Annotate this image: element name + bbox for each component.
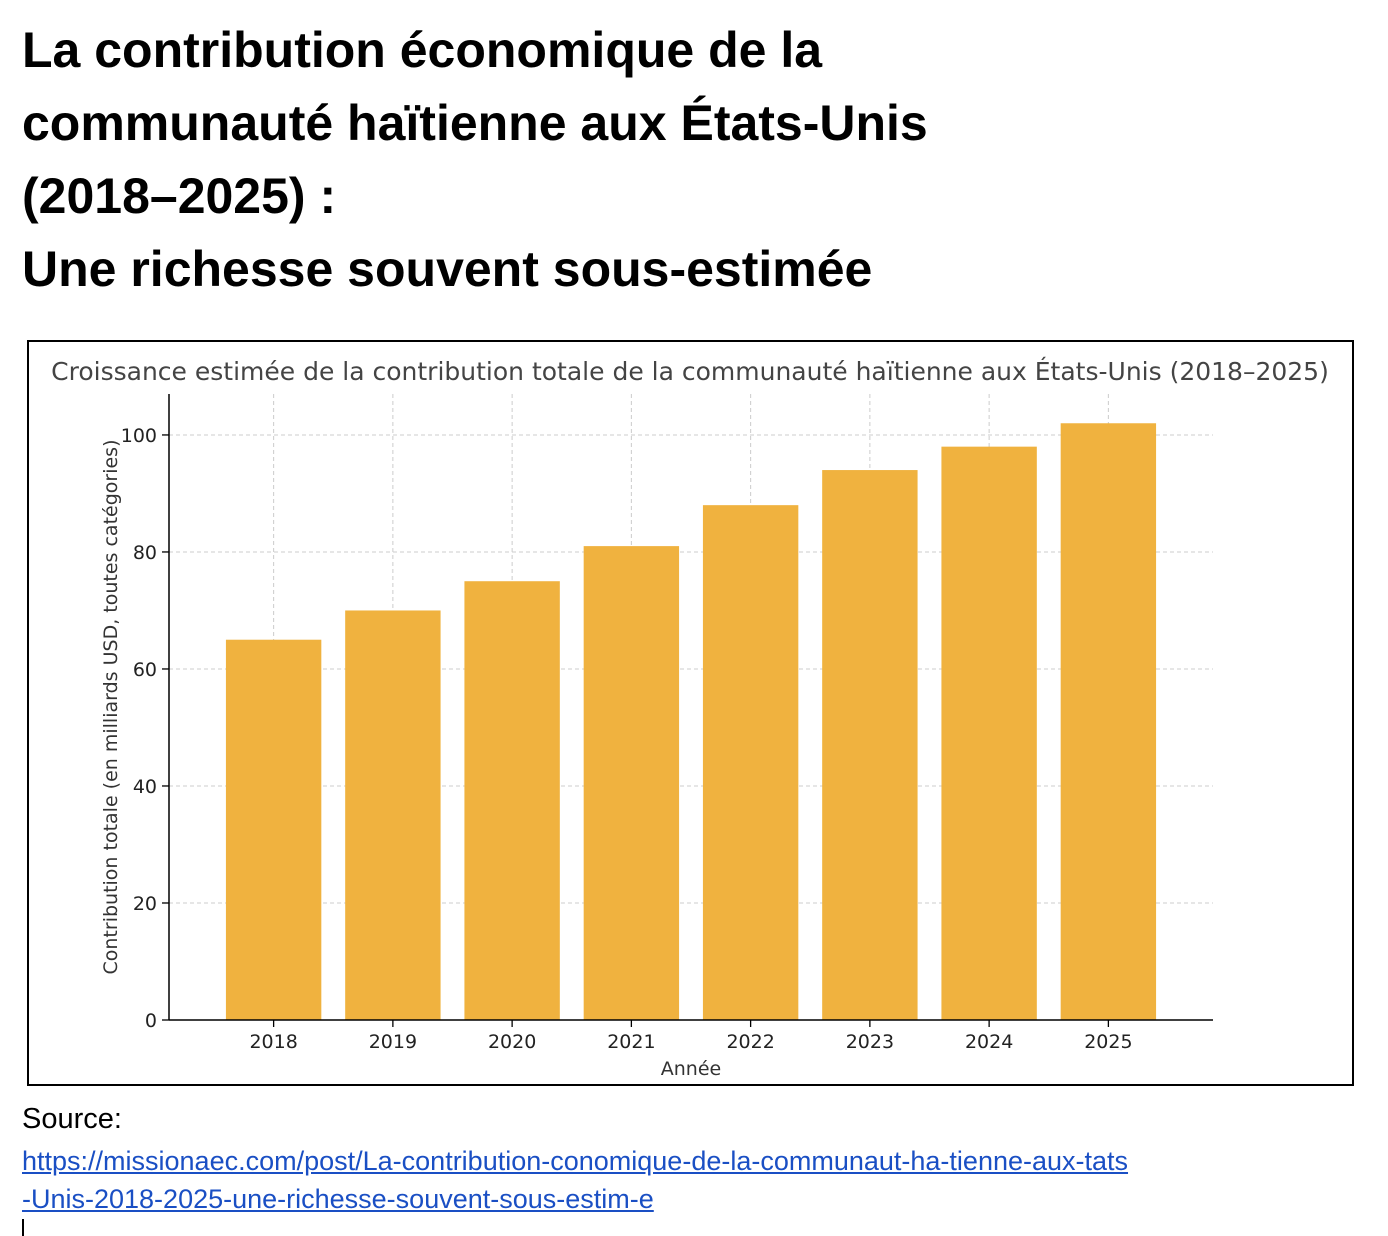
bar-2019 — [345, 610, 441, 1020]
x-tick-label: 2021 — [607, 1031, 655, 1053]
y-tick-label: 40 — [133, 776, 157, 798]
heading-line-3: (2018–2025) : — [22, 168, 337, 224]
y-tick-label: 100 — [121, 425, 157, 447]
source-link[interactable]: https://missionaec.com/post/La-contribut… — [22, 1142, 1252, 1218]
source-label: Source: — [22, 1103, 122, 1135]
y-axis-label: Contribution totale (en milliards USD, t… — [100, 440, 122, 975]
bar-chart: Croissance estimée de la contribution to… — [51, 357, 1329, 1080]
bar-2021 — [583, 546, 680, 1020]
heading-line-2: communauté haïtienne aux États-Unis — [22, 95, 928, 151]
text-cursor — [22, 1219, 24, 1236]
heading-line-4: Une richesse souvent sous-estimée — [22, 241, 873, 297]
y-tick-label: 80 — [133, 542, 157, 564]
bar-2023 — [822, 470, 918, 1020]
x-tick-label: 2023 — [846, 1031, 894, 1053]
bar-2022 — [702, 505, 799, 1020]
y-tick-label: 60 — [133, 659, 157, 681]
x-tick-label: 2022 — [726, 1031, 774, 1053]
bar-2024 — [941, 446, 1037, 1021]
x-tick-label: 2025 — [1084, 1031, 1132, 1053]
y-tick-label: 20 — [133, 893, 157, 915]
y-tick-label: 0 — [145, 1010, 157, 1032]
x-tick-label: 2024 — [965, 1031, 1013, 1053]
source-link-line-1[interactable]: https://missionaec.com/post/La-contribut… — [22, 1146, 1129, 1176]
bar-2020 — [464, 581, 560, 1020]
source-link-line-2[interactable]: -Unis-2018-2025-une-richesse-souvent-sou… — [22, 1184, 654, 1214]
x-axis-label: Année — [661, 1058, 721, 1080]
x-tick-label: 2019 — [369, 1031, 417, 1053]
bar-2025 — [1060, 423, 1157, 1020]
bar-2018 — [225, 639, 322, 1020]
page-heading: La contribution économique de la communa… — [22, 14, 1322, 306]
chart-frame: Croissance estimée de la contribution to… — [27, 340, 1354, 1086]
chart-title: Croissance estimée de la contribution to… — [51, 357, 1329, 386]
x-tick-label: 2018 — [249, 1031, 297, 1053]
x-tick-label: 2020 — [488, 1031, 536, 1053]
heading-line-1: La contribution économique de la — [22, 22, 823, 78]
